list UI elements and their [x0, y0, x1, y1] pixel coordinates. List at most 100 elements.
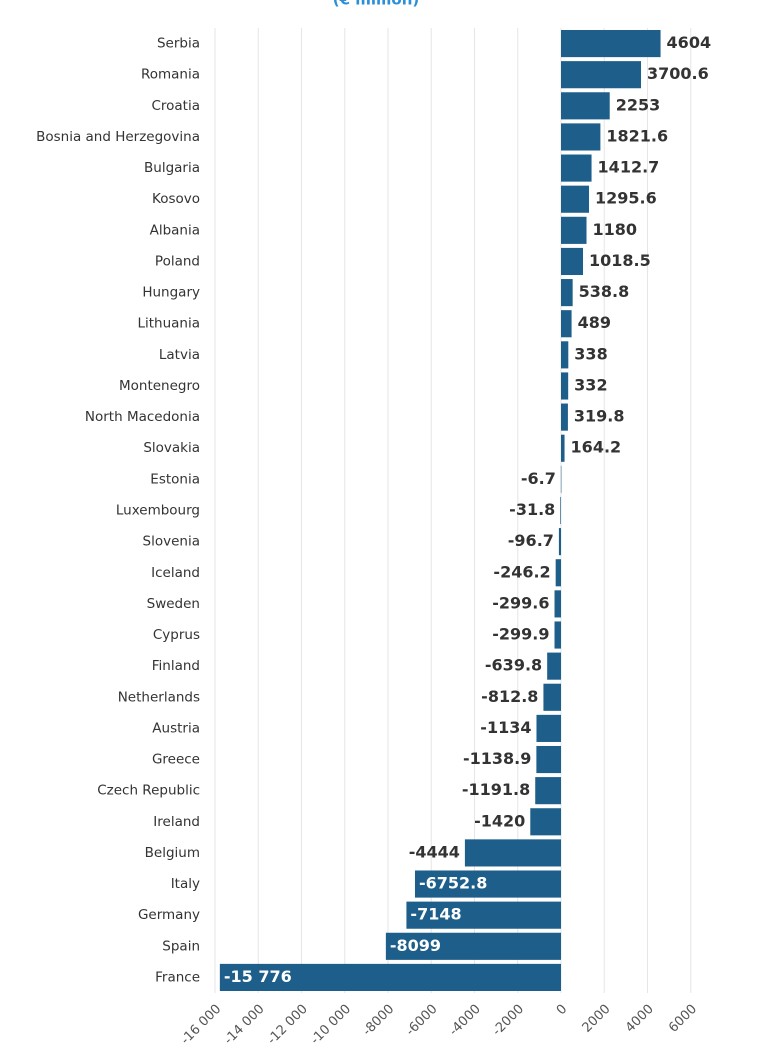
bar [543, 683, 561, 711]
x-tick-label: 6000 [666, 1002, 700, 1036]
category-label: Greece [152, 752, 200, 768]
bar [464, 839, 561, 867]
category-label: Finland [152, 658, 200, 674]
value-label: -7148 [410, 905, 461, 924]
x-tick-label: 0 [554, 1002, 570, 1018]
x-tick-label: 4000 [623, 1002, 657, 1036]
category-label: Netherlands [118, 689, 200, 705]
category-label: Austria [152, 720, 200, 736]
category-label: Montenegro [119, 378, 200, 394]
bar [535, 777, 561, 805]
bar [536, 745, 561, 774]
value-label: 1180 [593, 220, 638, 239]
value-label: -6.7 [521, 469, 556, 488]
bar [555, 559, 561, 587]
value-label: 2253 [616, 95, 661, 114]
category-label: Estonia [150, 471, 200, 487]
value-label: 1018.5 [589, 251, 651, 270]
x-tick-label: -14 000 [221, 1002, 267, 1048]
bar [560, 496, 561, 525]
category-label: Hungary [142, 285, 200, 301]
category-label: Lithuania [137, 316, 200, 332]
bar [561, 434, 565, 462]
value-label: -246.2 [493, 562, 550, 581]
category-label: France [155, 969, 200, 985]
category-label: Slovenia [143, 534, 200, 550]
bar [561, 92, 610, 120]
category-label: Bosnia and Herzegovina [36, 129, 200, 145]
value-label: -812.8 [481, 687, 538, 706]
bar [560, 465, 562, 493]
category-label: Spain [162, 938, 200, 954]
value-label: -15 776 [224, 967, 292, 986]
value-label: -639.8 [485, 656, 542, 675]
bar [385, 932, 561, 960]
bar [561, 247, 584, 276]
x-tick-label: 2000 [580, 1002, 614, 1036]
bar [406, 901, 561, 929]
category-label: Cyprus [153, 627, 200, 643]
x-tick-label: -4000 [446, 1002, 483, 1039]
category-label: Italy [171, 876, 200, 892]
value-label: 319.8 [574, 407, 625, 426]
bar [561, 310, 572, 338]
value-label: 164.2 [571, 438, 622, 457]
bar [414, 870, 561, 898]
value-label: 3700.6 [647, 64, 709, 83]
value-label: 538.8 [579, 282, 630, 301]
category-label: Luxembourg [116, 503, 200, 519]
category-label: Ireland [153, 814, 200, 830]
value-label: -96.7 [508, 531, 554, 550]
value-label: -8099 [390, 936, 441, 955]
bar [561, 30, 661, 58]
x-tick-label: -2000 [490, 1002, 527, 1039]
bar [561, 185, 590, 213]
x-tick-label: -6000 [403, 1002, 440, 1039]
value-label: -1138.9 [463, 749, 531, 768]
x-tick-label: -10 000 [308, 1002, 354, 1048]
category-label: Belgium [145, 845, 200, 861]
value-label: -299.6 [492, 593, 549, 612]
category-label: North Macedonia [85, 409, 200, 425]
category-label: Sweden [147, 596, 200, 612]
bar [561, 279, 573, 307]
bar [561, 123, 601, 151]
bar [561, 154, 592, 182]
value-label: -1134 [480, 718, 531, 737]
value-label: 489 [578, 313, 611, 332]
bar [547, 652, 561, 680]
category-label: Serbia [157, 36, 200, 52]
x-tick-label: -8000 [360, 1002, 397, 1039]
category-label: Iceland [151, 565, 200, 581]
value-label: -6752.8 [419, 874, 487, 893]
value-label: -1420 [474, 811, 525, 830]
value-label: -31.8 [509, 500, 555, 519]
bar [554, 621, 561, 649]
bar [558, 528, 561, 556]
x-tick-label: -12 000 [265, 1002, 311, 1048]
category-label: Czech Republic [97, 783, 200, 799]
value-label: 338 [574, 344, 607, 363]
value-label: -4444 [409, 842, 460, 861]
value-label: 1295.6 [595, 189, 657, 208]
category-label: Germany [138, 907, 200, 923]
category-label: Croatia [151, 98, 200, 114]
category-label: Poland [155, 253, 200, 269]
value-label: 4604 [667, 33, 712, 52]
category-label: Albania [150, 222, 200, 238]
chart-subtitle: (€ million) [333, 0, 420, 9]
bar [561, 372, 569, 400]
category-label: Slovakia [143, 440, 200, 456]
category-label: Bulgaria [144, 160, 200, 176]
category-label: Kosovo [152, 191, 200, 207]
bar [536, 714, 561, 742]
category-label: Romania [141, 67, 200, 83]
value-label: 1821.6 [606, 126, 668, 145]
bar [554, 590, 561, 618]
bar [561, 403, 568, 431]
value-label: 1412.7 [598, 158, 660, 177]
bar [530, 808, 561, 836]
value-label: 332 [574, 375, 607, 394]
